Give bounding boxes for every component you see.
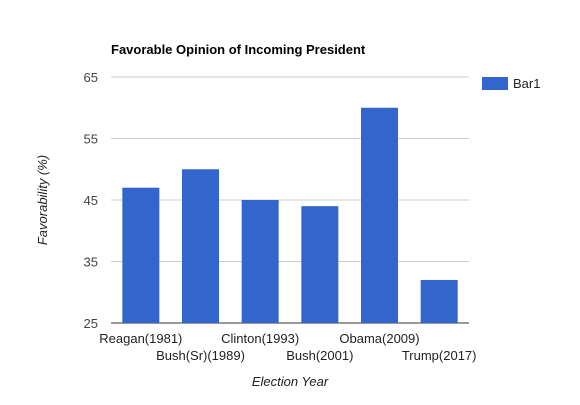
x-tick-label: Clinton(1993) (221, 331, 299, 346)
y-tick-labels: 25 35 45 55 65 (84, 70, 98, 331)
y-axis-label: Favorability (%) (35, 155, 50, 245)
y-tick-label: 55 (84, 132, 98, 147)
bar-2 (241, 200, 279, 323)
bar-4 (361, 107, 398, 323)
y-tick-label: 65 (84, 70, 98, 85)
bar-5 (420, 279, 458, 323)
chart-title: Favorable Opinion of Incoming President (111, 42, 366, 57)
bars (122, 107, 458, 323)
legend: Bar1 (482, 76, 540, 91)
bar-3 (301, 206, 339, 323)
x-tick-label: Reagan(1981) (99, 331, 182, 346)
legend-swatch-bar1 (482, 77, 508, 90)
bar-1 (182, 169, 219, 323)
y-tick-label: 25 (84, 316, 98, 331)
legend-label-bar1: Bar1 (513, 76, 540, 91)
x-tick-label: Bush(Sr)(1989) (156, 348, 245, 363)
x-tick-label: Bush(2001) (286, 348, 353, 363)
y-tick-label: 45 (84, 193, 98, 208)
gridlines (111, 76, 469, 324)
bar-0 (122, 187, 160, 323)
x-tick-label: Obama(2009) (339, 331, 419, 346)
x-tick-label: Trump(2017) (402, 348, 477, 363)
y-tick-label: 35 (84, 255, 98, 270)
x-axis-label: Election Year (252, 374, 329, 389)
x-tick-labels: Reagan(1981) Bush(Sr)(1989) Clinton(1993) B… (99, 331, 476, 363)
